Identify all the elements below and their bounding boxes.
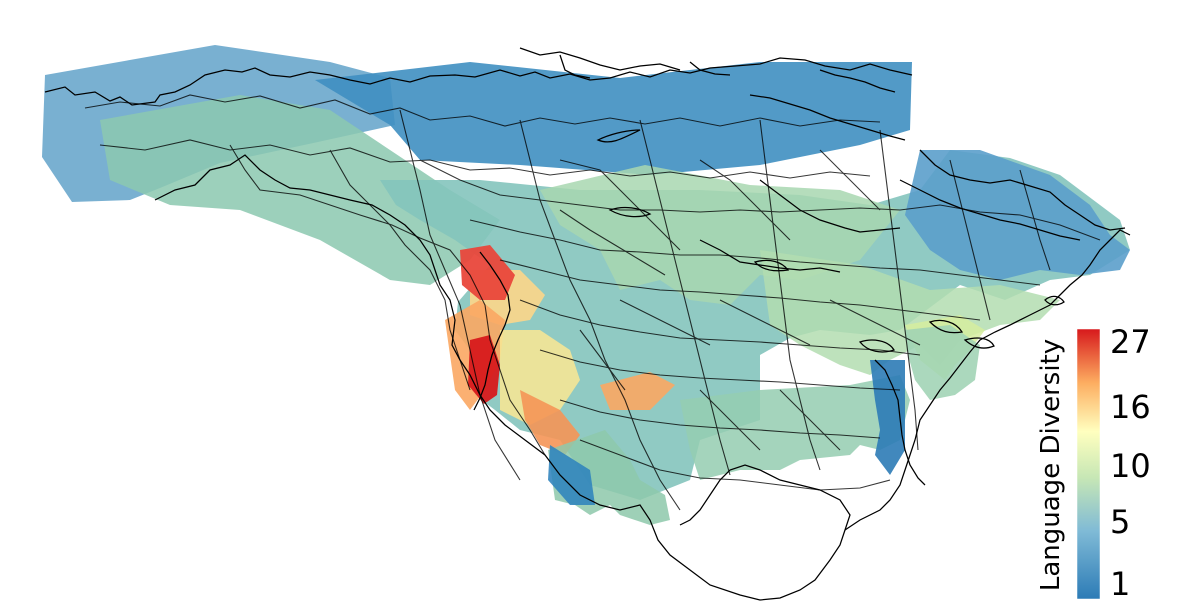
legend-tick-27: 27 bbox=[1110, 323, 1151, 361]
raster-cell bbox=[548, 445, 595, 505]
raster-cell bbox=[520, 390, 580, 455]
diversity-raster bbox=[42, 45, 1130, 525]
raster-cell bbox=[460, 245, 515, 300]
colorbar-gradient bbox=[1076, 328, 1101, 600]
legend-tick-10: 10 bbox=[1110, 447, 1151, 485]
raster-cell bbox=[760, 250, 1060, 375]
raster-cell bbox=[905, 325, 980, 400]
legend-tick-16: 16 bbox=[1110, 388, 1151, 426]
linguistic-boundaries bbox=[84, 94, 1101, 511]
raster-cell bbox=[500, 330, 580, 425]
coastlines bbox=[44, 47, 1131, 601]
colorbar-legend: Language Diversity 27 16 10 5 1 bbox=[1036, 323, 1151, 603]
raster-cell bbox=[680, 375, 910, 480]
legend-tick-5: 5 bbox=[1110, 503, 1130, 541]
legend-title: Language Diversity bbox=[1036, 339, 1066, 591]
legend-tick-1: 1 bbox=[1110, 565, 1130, 603]
